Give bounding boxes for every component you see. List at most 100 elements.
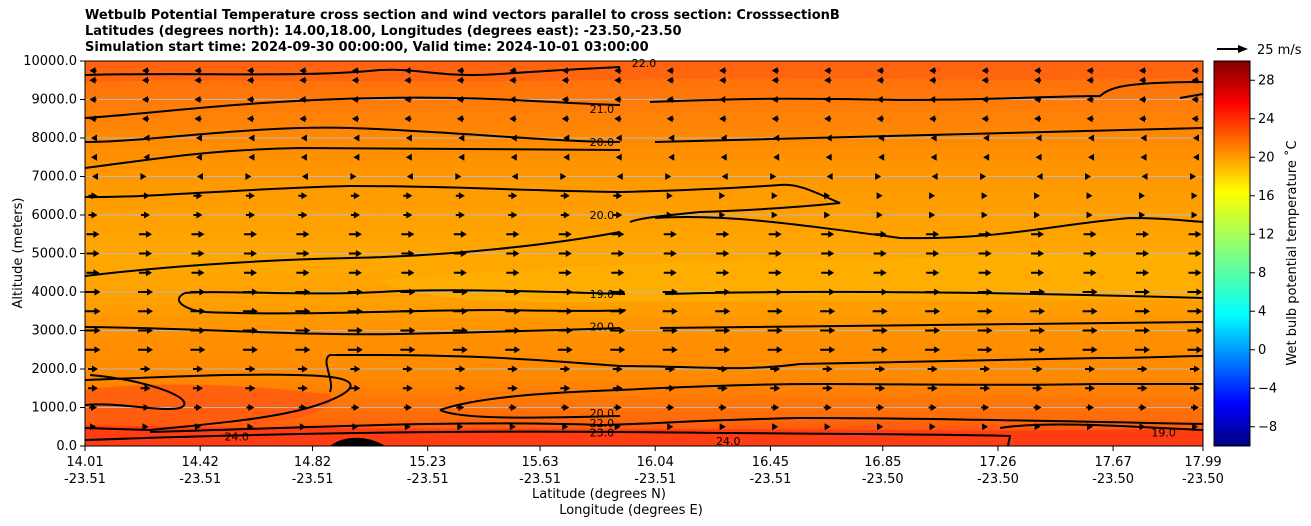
x-tick-label-lat: 17.26 bbox=[979, 455, 1016, 470]
x-tick-label-lon: -23.51 bbox=[407, 472, 449, 487]
wind-arrow-head bbox=[723, 230, 730, 238]
wind-arrow-head bbox=[1086, 192, 1093, 200]
wind-arrow-head bbox=[458, 153, 465, 161]
wind-arrow-head bbox=[829, 288, 836, 296]
wind-arrow-head bbox=[771, 96, 778, 103]
wind-arrow-head bbox=[566, 327, 573, 334]
wind-arrow-head bbox=[1035, 404, 1042, 411]
wind-arrow-head bbox=[614, 67, 621, 75]
x-tick-label-lon: -23.51 bbox=[749, 472, 791, 487]
wind-arrow-head bbox=[878, 134, 885, 142]
wind-arrow-head bbox=[1195, 250, 1202, 257]
wind-arrow-head bbox=[824, 115, 831, 123]
wind-arrow-head bbox=[250, 230, 257, 238]
wind-arrow-head bbox=[931, 384, 938, 392]
wind-arrow-head bbox=[1034, 76, 1041, 84]
y-tick-label: 9000.0 bbox=[32, 93, 78, 108]
wind-arrow-head bbox=[404, 115, 411, 123]
wind-arrow-head bbox=[92, 365, 98, 373]
wind-arrow-head bbox=[771, 192, 778, 200]
wind-arrow-head bbox=[409, 327, 416, 334]
wind-arrow-head bbox=[141, 115, 148, 123]
wind-arrow-head bbox=[299, 423, 306, 431]
colorbar-tick-label: −4 bbox=[1258, 381, 1277, 396]
wind-arrow-head bbox=[304, 327, 311, 334]
wind-arrow-head bbox=[406, 192, 413, 200]
wind-arrow-head bbox=[301, 365, 308, 373]
wind-arrow-head bbox=[461, 346, 468, 354]
x-tick-label-lat: 14.82 bbox=[294, 455, 331, 470]
wind-arrow-head bbox=[1190, 173, 1196, 180]
wind-arrow-head bbox=[986, 346, 993, 354]
wind-arrow-head bbox=[1085, 173, 1092, 180]
wind-arrow-head bbox=[1088, 404, 1095, 411]
wind-arrow-head bbox=[721, 384, 728, 392]
wind-arrow-head bbox=[876, 192, 883, 200]
wind-arrow-head bbox=[771, 76, 778, 84]
colorbar-tick-label: 20 bbox=[1258, 150, 1275, 165]
wind-arrow-head bbox=[881, 307, 888, 315]
wind-arrow-head bbox=[145, 230, 152, 238]
wind-arrow-head bbox=[89, 67, 96, 75]
wind-arrow-head bbox=[143, 153, 150, 161]
wind-arrow-head bbox=[983, 404, 990, 411]
wind-arrow-head bbox=[251, 307, 258, 315]
wind-arrow-head bbox=[776, 307, 783, 315]
wind-arrow-head bbox=[876, 76, 883, 84]
wind-arrow-head bbox=[404, 67, 411, 75]
wind-arrow-head bbox=[1144, 288, 1151, 296]
wind-arrow-head bbox=[985, 269, 992, 277]
wind-arrow-head bbox=[880, 250, 887, 257]
wind-arrow-head bbox=[514, 327, 521, 334]
wind-arrow-head bbox=[564, 384, 571, 392]
x-tick-label-lat: 14.01 bbox=[66, 455, 103, 470]
wind-arrow-head bbox=[666, 76, 673, 84]
wind-arrow-head bbox=[930, 134, 937, 142]
wind-arrow-head bbox=[1141, 365, 1148, 373]
wind-arrow-head bbox=[146, 307, 153, 315]
wind-arrow-head bbox=[719, 192, 726, 200]
wind-arrow-head bbox=[250, 250, 257, 257]
wind-arrow-head bbox=[404, 76, 411, 84]
wind-arrow-head bbox=[354, 365, 361, 373]
wind-arrow-head bbox=[93, 269, 100, 277]
contour-label: 19.0 bbox=[590, 288, 615, 301]
wind-arrow-head bbox=[509, 67, 516, 75]
wind-arrow-head bbox=[91, 134, 97, 142]
wind-arrow-head bbox=[510, 134, 517, 142]
wind-arrow-head bbox=[880, 269, 887, 277]
wind-arrow-head bbox=[248, 211, 255, 219]
colorbar-tick-label: 28 bbox=[1258, 73, 1275, 88]
wind-arrow-head bbox=[1139, 115, 1146, 123]
wind-arrow-head bbox=[669, 384, 676, 392]
wind-arrow-head bbox=[249, 384, 256, 392]
wind-arrow-head bbox=[248, 134, 255, 142]
wind-arrow-head bbox=[1091, 327, 1098, 334]
wind-arrow-head bbox=[563, 211, 570, 219]
x-tick-label-lon: -23.51 bbox=[292, 472, 334, 487]
wind-arrow-head bbox=[511, 365, 518, 373]
wind-arrow-head bbox=[1091, 346, 1098, 354]
wind-arrow-head bbox=[94, 346, 101, 354]
wind-arrow-head bbox=[458, 192, 465, 200]
wind-arrow-head bbox=[616, 384, 623, 392]
wind-arrow-head bbox=[618, 230, 625, 238]
wind-arrow-head bbox=[826, 173, 833, 180]
wind-arrow-head bbox=[1143, 250, 1150, 257]
wind-arrow-head bbox=[456, 76, 463, 84]
wind-arrow-head bbox=[458, 211, 465, 219]
wind-arrow-head bbox=[510, 153, 517, 161]
wind-arrow-head bbox=[1034, 423, 1041, 431]
wind-arrow-head bbox=[301, 211, 308, 219]
wind-arrow-head bbox=[824, 96, 831, 103]
wind-arrow-head bbox=[670, 269, 677, 277]
wind-arrow-head bbox=[619, 307, 626, 315]
y-tick-label: 3000.0 bbox=[32, 324, 78, 339]
wind-arrow-head bbox=[143, 404, 150, 411]
wind-arrow-head bbox=[828, 269, 835, 277]
wind-arrow-head bbox=[878, 153, 885, 161]
wind-arrow-head bbox=[563, 192, 570, 200]
wind-arrow-head bbox=[355, 230, 362, 238]
wind-arrow-head bbox=[929, 115, 936, 123]
wind-arrow-head bbox=[774, 365, 781, 373]
